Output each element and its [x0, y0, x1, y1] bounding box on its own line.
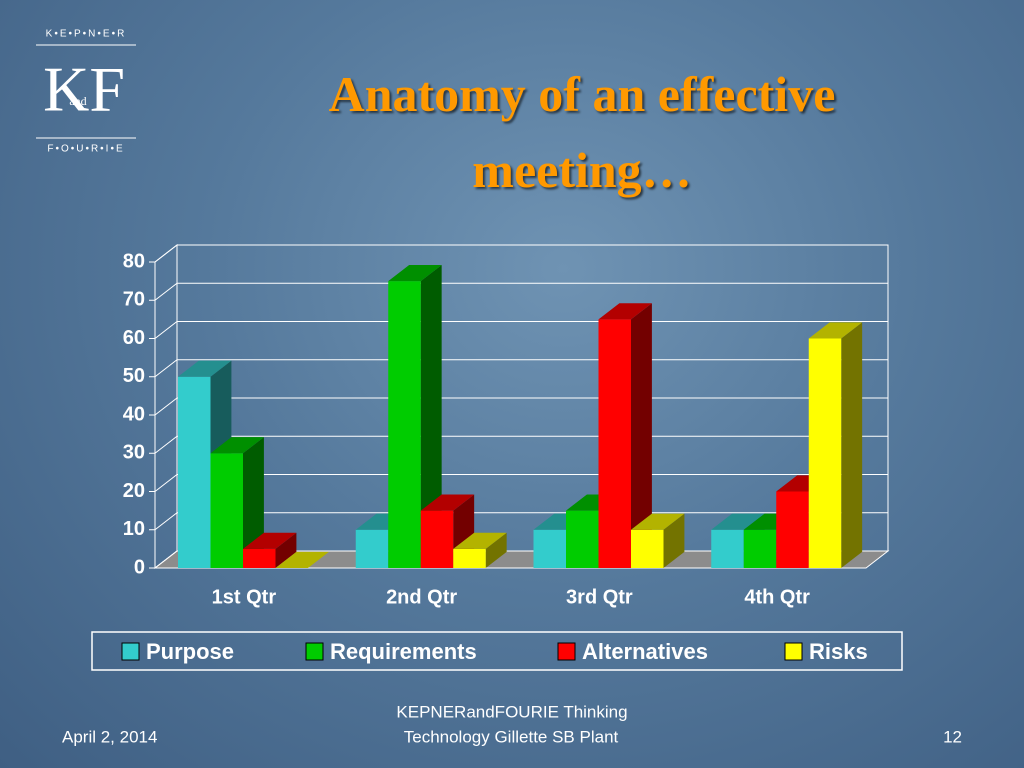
bar-top — [453, 532, 507, 549]
bar-top — [711, 513, 765, 530]
bar — [808, 322, 863, 568]
bar-side — [663, 513, 685, 568]
footer-org: KEPNERandFOURIE Thinking — [396, 702, 627, 721]
bar-top — [598, 303, 652, 320]
bar-top — [210, 437, 264, 454]
grid-line — [154, 321, 888, 339]
logo-and: and — [69, 94, 86, 108]
bar-front — [533, 529, 566, 568]
legend-label: Risks — [809, 639, 868, 664]
y-tick-label: 10 — [123, 518, 145, 540]
bar-side — [420, 264, 442, 568]
bar-front — [808, 338, 842, 568]
x-tick-label: 1st Qtr — [212, 586, 277, 608]
bar — [243, 532, 297, 568]
bar — [210, 437, 264, 568]
bar-front — [453, 548, 486, 568]
y-tick-label: 30 — [123, 442, 145, 464]
x-tick-label: 2nd Qtr — [386, 586, 457, 608]
grid-line — [154, 435, 888, 454]
logo-top: K•E•P•N•E•R — [46, 29, 127, 40]
x-tick-label: 4th Qtr — [744, 586, 810, 608]
x-tick-label: 3rd Qtr — [566, 586, 633, 608]
bar-front — [598, 319, 631, 568]
y-tick-label: 60 — [123, 327, 145, 349]
bar — [275, 551, 329, 568]
bar-front — [178, 376, 211, 568]
legend-swatch — [305, 642, 324, 661]
bar — [598, 303, 652, 568]
logo-mark: KF — [43, 54, 125, 125]
bar — [453, 532, 507, 568]
y-tick-label: 80 — [123, 250, 145, 272]
footer-site: Technology Gillette SB Plant — [404, 727, 619, 746]
legend-label: Purpose — [146, 639, 234, 664]
legend-box — [91, 631, 903, 671]
bar-front — [631, 529, 664, 568]
footer-date: April 2, 2014 — [62, 727, 157, 746]
bar-side — [631, 303, 652, 568]
bar-top — [388, 264, 442, 282]
bar-side — [243, 437, 264, 568]
bar-front — [355, 529, 389, 568]
bar — [420, 494, 475, 568]
bar-top — [178, 360, 232, 377]
grid-line — [154, 359, 888, 378]
grid-line — [154, 474, 888, 492]
bar — [631, 513, 685, 568]
bar-front — [420, 510, 454, 568]
grid-line — [154, 397, 888, 416]
y-tick-label: 70 — [123, 289, 145, 311]
bar-front — [243, 548, 276, 568]
y-tick-label: 0 — [134, 556, 145, 578]
bar-top — [420, 494, 475, 511]
y-tick-label: 40 — [123, 403, 145, 425]
bar — [388, 264, 442, 568]
bar-front — [566, 510, 599, 568]
y-tick-label: 20 — [123, 480, 145, 502]
bar-front — [388, 281, 421, 568]
bar-front — [711, 529, 744, 568]
bar-top — [631, 513, 685, 530]
grid-line — [154, 282, 888, 301]
bar-side — [275, 532, 297, 568]
bar-top — [243, 532, 297, 549]
y-tick-label: 50 — [123, 365, 145, 387]
bar-top — [808, 322, 863, 339]
grid-line — [154, 244, 888, 263]
legend-swatch — [557, 642, 576, 661]
legend-label: Alternatives — [582, 639, 708, 664]
bar-front — [776, 491, 809, 568]
bar-side — [485, 532, 507, 568]
legend-swatch — [121, 642, 140, 661]
legend-label: Requirements — [330, 639, 477, 664]
bar-side — [841, 322, 863, 568]
logo-bottom: F•O•U•R•I•E — [47, 144, 124, 155]
chart-title: Anatomy of an effective meeting… — [329, 66, 836, 198]
bar-top — [275, 551, 329, 568]
bar-front — [210, 453, 243, 568]
page-number: 12 — [943, 727, 962, 746]
bar-front — [743, 529, 777, 568]
legend-swatch — [784, 642, 803, 661]
